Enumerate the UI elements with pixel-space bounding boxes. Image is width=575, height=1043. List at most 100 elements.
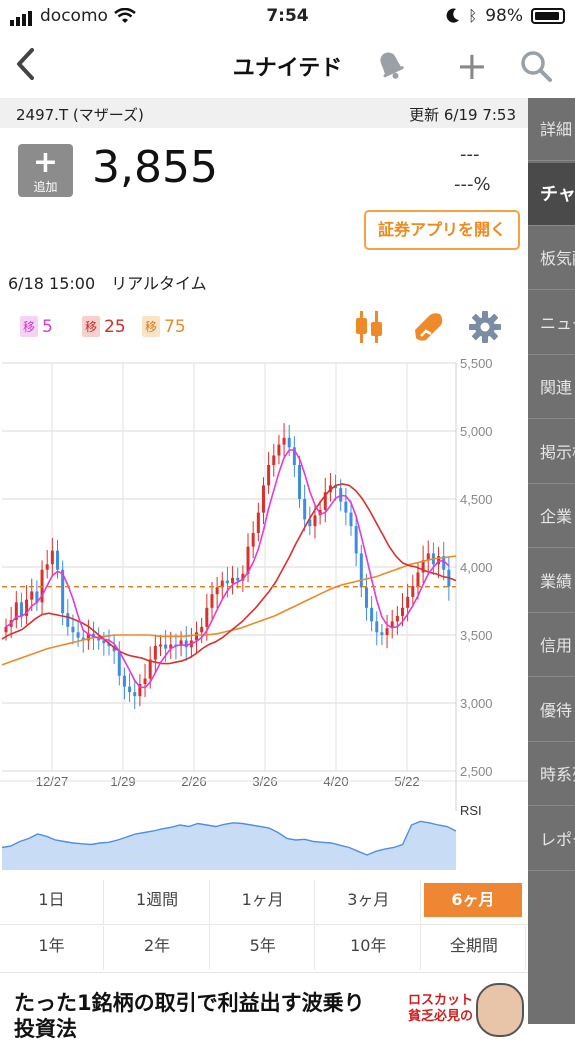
plus-icon[interactable]: + bbox=[456, 44, 488, 88]
ma5-legend[interactable]: 移 5 bbox=[20, 316, 53, 337]
plus-icon: + bbox=[32, 145, 59, 180]
candle-body bbox=[184, 640, 188, 648]
ma25-legend[interactable]: 移 25 bbox=[82, 316, 126, 337]
side-tab-item[interactable]: 優待 bbox=[528, 679, 575, 742]
page-title: ユナイテド bbox=[232, 56, 343, 81]
y-tick-label: 5,500 bbox=[460, 356, 493, 371]
side-tab-item[interactable]: ニュース bbox=[528, 292, 575, 355]
candle-body bbox=[344, 501, 348, 513]
candle-body bbox=[66, 613, 70, 627]
chevron-left-icon[interactable] bbox=[10, 44, 40, 84]
period-button[interactable]: 3ヶ月 bbox=[317, 880, 421, 924]
side-tab-item[interactable]: 板気配 bbox=[528, 227, 575, 290]
period-button[interactable]: 10年 bbox=[317, 926, 421, 970]
search-icon[interactable] bbox=[518, 48, 554, 84]
carrier-label: docomo bbox=[40, 6, 108, 26]
price-chart[interactable]: 5,5005,0004,5004,0003,5003,0002,50012/27… bbox=[0, 355, 528, 880]
y-tick-label: 4,000 bbox=[460, 560, 493, 575]
side-tab-item[interactable]: 詳細 bbox=[528, 98, 575, 161]
wifi-icon bbox=[114, 8, 136, 23]
candle-body bbox=[138, 683, 142, 697]
battery-percent: 98% bbox=[485, 6, 523, 26]
ad-banner[interactable]: たった1銘柄の取引で利益出す波乗り 投資法 ロスカット 貧乏必見の bbox=[0, 972, 528, 1041]
candle-body bbox=[55, 550, 59, 570]
candle-body bbox=[267, 465, 271, 486]
open-securities-app-button[interactable]: 証券アプリを開く bbox=[364, 210, 520, 250]
candle-body bbox=[35, 591, 39, 603]
period-button[interactable]: 1週間 bbox=[106, 880, 210, 924]
add-watchlist-button[interactable]: + 追加 bbox=[18, 144, 73, 197]
period-button[interactable]: 1ヶ月 bbox=[211, 880, 316, 924]
candle-body bbox=[200, 626, 204, 633]
period-button[interactable]: 全期間 bbox=[422, 926, 527, 970]
candle-body bbox=[107, 643, 111, 646]
candle-body bbox=[117, 651, 121, 676]
side-tab-item[interactable]: レポート bbox=[528, 808, 575, 871]
candle-body bbox=[426, 553, 430, 561]
ma25-value: 25 bbox=[104, 316, 126, 337]
candle-body bbox=[215, 587, 219, 595]
candle-body bbox=[437, 556, 441, 565]
bell-icon[interactable] bbox=[372, 46, 408, 82]
ma25-line bbox=[1, 483, 457, 665]
period-divider bbox=[0, 924, 528, 925]
ma75-legend[interactable]: 移 75 bbox=[142, 316, 186, 337]
candle-body bbox=[442, 556, 446, 570]
price-change: --- bbox=[460, 144, 480, 165]
side-tab-item[interactable]: チャート bbox=[528, 162, 575, 226]
candle-body bbox=[370, 607, 374, 622]
candle-body bbox=[272, 455, 276, 465]
period-button[interactable]: 1日 bbox=[0, 880, 104, 924]
status-time: 7:54 bbox=[266, 6, 309, 26]
rsi-label: RSI bbox=[460, 803, 482, 818]
candle-body bbox=[277, 444, 281, 456]
candle-body bbox=[133, 692, 137, 697]
y-tick-label: 3,500 bbox=[460, 628, 493, 643]
candle-body bbox=[375, 621, 379, 633]
side-tab-item[interactable]: 掲示板 bbox=[528, 421, 575, 484]
y-tick-label: 5,000 bbox=[460, 424, 493, 439]
candle-body bbox=[220, 580, 224, 588]
price-change-percent: ---% bbox=[454, 174, 491, 195]
candle-body bbox=[354, 526, 358, 554]
candle-body bbox=[303, 499, 307, 520]
side-tab-item[interactable]: 信用 bbox=[528, 614, 575, 677]
period-button[interactable]: 1年 bbox=[0, 926, 104, 970]
candle-body bbox=[143, 678, 147, 684]
period-button[interactable]: 6ヶ月 bbox=[424, 883, 522, 917]
side-tab-strip: 詳細チャート板気配ニュース関連掲示板企業業績信用優待時系列レポート bbox=[528, 98, 575, 1024]
draw-tool-icon[interactable] bbox=[412, 310, 446, 344]
add-label: 追加 bbox=[33, 180, 58, 194]
candle-body bbox=[86, 633, 90, 641]
side-tab-item[interactable]: 業績 bbox=[528, 550, 575, 613]
ma-tag: 移 bbox=[82, 316, 101, 337]
y-tick-label: 4,500 bbox=[460, 492, 493, 507]
candle-body bbox=[287, 437, 291, 448]
side-tab-item[interactable]: 時系列 bbox=[528, 743, 575, 806]
side-tab-item[interactable]: 関連 bbox=[528, 356, 575, 419]
candle-body bbox=[292, 447, 296, 465]
candlestick-icon[interactable] bbox=[352, 310, 386, 344]
candle-body bbox=[61, 569, 65, 614]
chart-background bbox=[0, 355, 528, 880]
candle-body bbox=[231, 577, 235, 584]
ma-tag: 移 bbox=[142, 316, 161, 337]
candle-body bbox=[195, 632, 199, 641]
period-button[interactable]: 5年 bbox=[211, 926, 316, 970]
candle-body bbox=[261, 485, 265, 513]
ad-red-text-2: 貧乏必見の bbox=[408, 1009, 474, 1024]
y-tick-label: 2,500 bbox=[460, 764, 493, 779]
period-selector: 1日 1週間 1ヶ月 3ヶ月 6ヶ月 1年 2年 5年 10年 全期間 bbox=[0, 880, 528, 972]
candle-body bbox=[364, 587, 368, 608]
period-button[interactable]: 2年 bbox=[106, 926, 210, 970]
candle-body bbox=[76, 632, 80, 638]
candle-body bbox=[81, 637, 85, 641]
candle-body bbox=[251, 533, 255, 547]
candle-body bbox=[97, 637, 101, 641]
side-tab-item[interactable]: 企業 bbox=[528, 485, 575, 548]
candle-body bbox=[359, 553, 363, 588]
candle-body bbox=[256, 512, 260, 533]
battery-icon bbox=[531, 8, 565, 24]
gear-icon[interactable] bbox=[468, 310, 502, 344]
candle-body bbox=[313, 515, 317, 527]
